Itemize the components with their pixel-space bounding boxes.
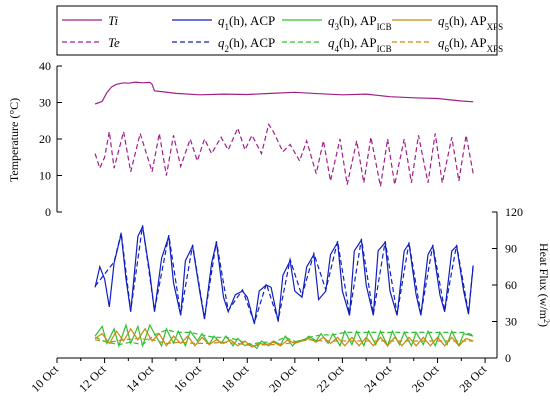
legend: Ti q1(h), ACP q3(h), APICB q5(h), APXPS Te q2… bbox=[62, 13, 503, 54]
legend-label-q4: q4(h), APICB bbox=[328, 35, 392, 54]
legend-label-Te: Te bbox=[108, 35, 120, 50]
x-tick-label: 20 Oct bbox=[266, 362, 299, 395]
series-line-q1 bbox=[94, 224, 474, 325]
left-tick-label: 40 bbox=[39, 59, 51, 73]
legend-label-q2: q2(h), ACP bbox=[218, 35, 275, 54]
left-axis-ticks: 0 10 20 30 40 bbox=[39, 59, 62, 219]
legend-box bbox=[56, 5, 498, 56]
x-tick-label: 18 Oct bbox=[219, 362, 252, 395]
legend-label-q3: q3(h), APICB bbox=[328, 13, 392, 32]
series-line-q6 bbox=[95, 337, 474, 347]
right-axis-title: Heat Flux (w/m2) bbox=[537, 243, 550, 327]
x-tick-label: 16 Oct bbox=[171, 362, 204, 395]
left-tick-label: 30 bbox=[39, 96, 51, 110]
right-tick-label: 30 bbox=[505, 315, 517, 329]
x-tick-label: 10 Oct bbox=[28, 362, 61, 395]
series-line-q4 bbox=[94, 329, 474, 346]
x-tick-label: 14 Oct bbox=[123, 362, 156, 395]
series-line-q2 bbox=[94, 225, 474, 325]
right-axis-ticks: 0 30 60 90 120 bbox=[492, 205, 523, 365]
x-tick-label: 22 Oct bbox=[314, 362, 347, 395]
series-line-ti bbox=[94, 81, 474, 105]
legend-label-q1: q1(h), ACP bbox=[218, 13, 275, 32]
legend-label-Ti: Ti bbox=[108, 13, 119, 28]
x-tick-label: 26 Oct bbox=[409, 362, 442, 395]
series-line-te bbox=[94, 122, 474, 187]
left-tick-label: 20 bbox=[39, 132, 51, 146]
x-tick-label: 28 Oct bbox=[456, 362, 489, 395]
left-axis-title: Temperature (°C) bbox=[7, 98, 21, 182]
x-tick-label: 24 Oct bbox=[361, 362, 394, 395]
left-tick-label: 10 bbox=[39, 169, 51, 183]
x-tick-label: 12 Oct bbox=[76, 362, 109, 395]
right-tick-label: 120 bbox=[505, 205, 523, 219]
right-tick-label: 0 bbox=[505, 351, 511, 365]
right-tick-label: 60 bbox=[505, 278, 517, 292]
series-group bbox=[94, 81, 474, 350]
left-tick-label: 0 bbox=[45, 205, 51, 219]
right-tick-label: 90 bbox=[505, 242, 517, 256]
legend-label-q6: q6(h), APXPS bbox=[438, 35, 503, 54]
legend-label-q5: q5(h), APXPS bbox=[438, 13, 503, 32]
series-line-q5 bbox=[94, 327, 474, 348]
x-axis-ticks: 10 Oct 12 Oct 14 Oct 16 Oct 18 Oct 20 Oct 22 O… bbox=[28, 358, 490, 395]
